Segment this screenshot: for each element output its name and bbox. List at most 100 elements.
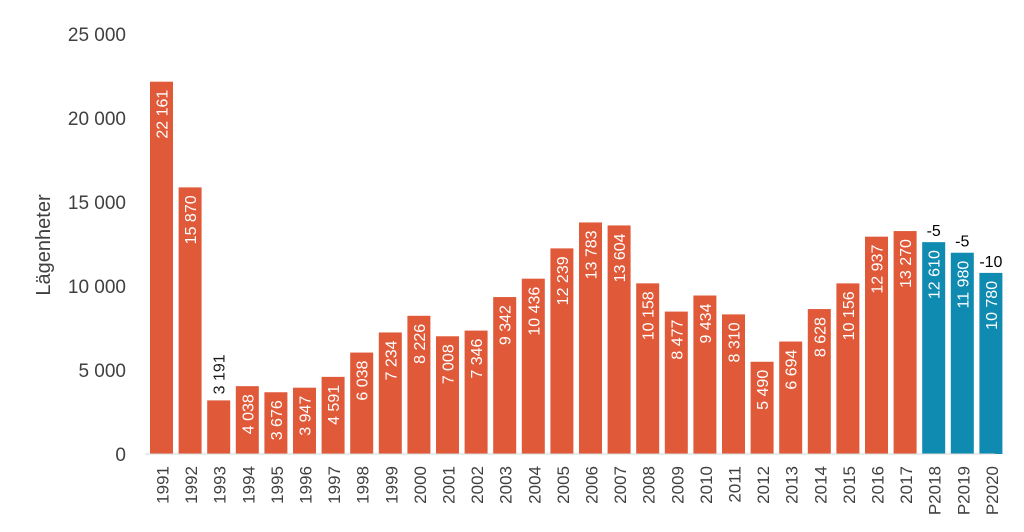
data-label: 13 604	[612, 233, 629, 282]
bar	[293, 387, 316, 454]
x-tick-label: 1995	[268, 466, 287, 504]
x-tick-label: 2001	[440, 466, 459, 504]
x-tick-label: 2003	[497, 466, 516, 504]
x-tick-label: 1992	[182, 466, 201, 504]
data-label: 8 310	[727, 322, 744, 362]
bar	[664, 311, 688, 454]
bar	[550, 248, 574, 454]
bar	[378, 332, 402, 454]
x-tick-label: 1996	[297, 466, 316, 504]
x-tick-label: 2002	[468, 466, 487, 504]
x-tick-label: 1991	[154, 466, 173, 504]
bar	[207, 400, 231, 454]
x-tick-label: 2012	[754, 466, 773, 504]
x-axis: 1991 1992 1993 1994 1995 1996 1997 1998 1999 2000…	[154, 466, 1002, 515]
bar	[779, 341, 803, 454]
data-label: 7 008	[441, 344, 458, 384]
data-label: 3 676	[269, 400, 286, 440]
bar	[607, 225, 631, 454]
data-label: 7 346	[469, 338, 486, 378]
x-tick-label: 2014	[811, 466, 830, 504]
bar	[979, 272, 1003, 454]
data-label: 3 191	[212, 354, 229, 394]
x-tick-label: 2006	[583, 466, 602, 504]
change-label: -5	[927, 223, 941, 240]
data-labels: 22 161 15 870 3 191 4 038 3 676 3 947 4 591 6 0…	[155, 90, 1003, 441]
data-label: 22 161	[155, 90, 172, 139]
data-label: 5 490	[755, 370, 772, 410]
bar	[922, 242, 946, 454]
data-label: 10 156	[841, 291, 858, 340]
bar	[264, 392, 288, 454]
data-label: 8 477	[669, 319, 686, 359]
y-tick-label: 0	[115, 445, 126, 466]
x-tick-label: 2000	[411, 466, 430, 504]
bar	[436, 336, 459, 454]
x-tick-label: P2019	[954, 466, 973, 515]
data-label: 9 342	[498, 305, 515, 345]
data-label: 11 980	[955, 261, 972, 309]
bar	[950, 252, 974, 454]
bar	[722, 314, 745, 454]
bar	[464, 330, 488, 454]
y-tick-label: 10 000	[68, 277, 126, 298]
change-label: -10	[979, 254, 1002, 271]
data-label: 8 628	[812, 317, 829, 357]
y-axis-label: Lägenheter	[33, 194, 55, 296]
data-label: 7 234	[383, 340, 400, 380]
bar	[321, 376, 345, 454]
x-tick-label: 1998	[354, 466, 373, 504]
x-tick-label: 2009	[668, 466, 687, 504]
bar	[579, 222, 602, 454]
bars	[150, 81, 1003, 455]
bar	[150, 81, 173, 455]
data-label: 10 436	[526, 287, 543, 336]
data-label: 12 937	[870, 245, 887, 294]
x-tick-label: 2015	[840, 466, 859, 504]
x-tick-label: 1999	[382, 466, 401, 504]
data-label: 10 780	[984, 281, 1001, 330]
x-tick-label: 2007	[611, 466, 630, 504]
bar	[493, 297, 517, 454]
data-label: 13 783	[584, 230, 601, 279]
bar	[893, 231, 917, 454]
x-tick-label: 2011	[726, 466, 745, 503]
x-tick-label: 1997	[325, 466, 344, 504]
bar	[178, 187, 202, 454]
data-label: 9 434	[698, 303, 715, 343]
x-tick-label: P2018	[926, 466, 945, 515]
data-label: 10 158	[641, 291, 658, 340]
x-tick-label: 1993	[211, 466, 230, 504]
data-label: 4 591	[326, 385, 343, 425]
x-tick-label: 2004	[525, 466, 544, 504]
change-label: -5	[955, 234, 969, 251]
x-tick-label: 2013	[783, 466, 802, 504]
x-tick-label: 2016	[869, 466, 888, 504]
bar	[807, 309, 831, 454]
bar	[407, 315, 431, 454]
data-label: 13 270	[898, 239, 915, 288]
x-tick-label: 2017	[897, 466, 916, 504]
x-tick-label: 2005	[554, 466, 573, 504]
bar	[836, 283, 860, 454]
x-tick-label: 1994	[239, 466, 258, 504]
data-label: 8 226	[412, 324, 429, 364]
bar	[521, 278, 545, 454]
x-tick-label: P2020	[983, 466, 1002, 515]
bar	[865, 236, 888, 454]
data-label: 12 239	[555, 256, 572, 305]
y-tick-label: 25 000	[68, 25, 126, 46]
bar	[750, 361, 774, 454]
y-tick-label: 5 000	[78, 361, 126, 382]
data-label: 6 694	[784, 349, 801, 389]
y-axis: 0 5 000 10 000 15 000 20 000 25 000	[68, 25, 126, 466]
y-tick-label: 15 000	[68, 193, 126, 214]
data-label: 3 947	[298, 396, 315, 436]
x-tick-label: 2010	[697, 466, 716, 504]
bar	[693, 295, 717, 454]
y-tick-label: 20 000	[68, 109, 126, 130]
x-tick-label: 2008	[640, 466, 659, 504]
data-label: 15 870	[183, 195, 200, 244]
data-label: 6 038	[355, 360, 372, 400]
